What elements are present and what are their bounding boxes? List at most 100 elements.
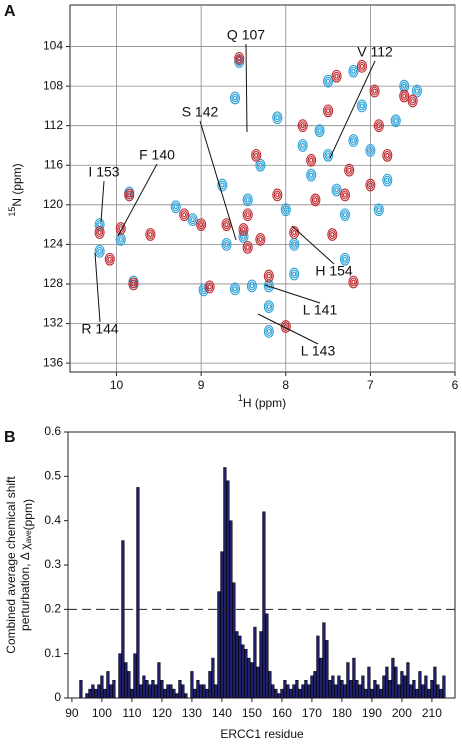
y-tick-label: 116 xyxy=(44,157,63,171)
y-tick-label: 132 xyxy=(43,316,63,330)
peak xyxy=(251,148,262,162)
bar xyxy=(130,688,134,699)
bar xyxy=(166,684,170,699)
bar xyxy=(424,675,428,699)
peak xyxy=(128,277,139,291)
bar xyxy=(85,693,89,699)
peak xyxy=(365,144,376,157)
bar xyxy=(433,666,437,699)
contour xyxy=(232,95,238,101)
annotation: V 112 xyxy=(357,44,393,60)
contour xyxy=(265,271,273,281)
peak xyxy=(390,114,401,128)
annotation: S 142 xyxy=(182,104,219,120)
bar xyxy=(232,582,236,699)
contour xyxy=(328,230,336,239)
bar xyxy=(148,684,152,699)
peak xyxy=(246,279,257,293)
contour xyxy=(117,234,125,244)
contour xyxy=(307,155,315,165)
bar xyxy=(349,680,353,699)
bar xyxy=(127,671,131,699)
contour xyxy=(323,104,334,118)
contour xyxy=(414,88,419,94)
peak xyxy=(314,124,325,138)
contour xyxy=(324,76,332,86)
peak xyxy=(229,282,241,296)
peak xyxy=(365,178,376,192)
bar xyxy=(181,684,185,699)
contour xyxy=(411,84,422,98)
contour xyxy=(345,165,353,175)
contour xyxy=(245,244,250,250)
contour xyxy=(290,269,298,279)
bar xyxy=(193,688,197,699)
bar xyxy=(199,684,203,699)
y-tick-label: 124 xyxy=(43,237,63,251)
bar xyxy=(409,684,413,699)
bar xyxy=(142,675,146,699)
contour xyxy=(275,192,280,198)
y-axis-label-text: perturbation, Δ χ xyxy=(18,543,32,631)
peak xyxy=(310,193,321,207)
bar xyxy=(307,684,311,699)
contour xyxy=(129,279,138,289)
bar xyxy=(244,648,248,699)
contour xyxy=(342,212,348,218)
peak xyxy=(263,325,274,338)
x-tick-label: 180 xyxy=(332,706,352,720)
contour xyxy=(275,115,280,121)
contour xyxy=(359,63,364,69)
contour xyxy=(238,230,249,243)
contour xyxy=(231,284,239,294)
y-tick-label: 136 xyxy=(43,355,63,369)
contour xyxy=(280,203,291,217)
contour xyxy=(339,188,351,202)
annotation: L 143 xyxy=(301,343,336,359)
bar xyxy=(316,635,320,699)
contour xyxy=(239,225,248,235)
peak xyxy=(356,99,367,113)
bar xyxy=(250,662,254,699)
contour xyxy=(148,231,153,237)
contour xyxy=(280,320,291,333)
contour xyxy=(385,177,390,183)
contour xyxy=(330,231,335,237)
contour xyxy=(96,228,104,237)
contour xyxy=(326,78,331,84)
contour xyxy=(266,273,271,279)
contour xyxy=(289,267,300,281)
contour xyxy=(368,182,373,188)
x-tick-label: 190 xyxy=(362,706,382,720)
peak xyxy=(242,193,253,207)
bar xyxy=(178,680,182,699)
contour xyxy=(332,71,341,81)
bar xyxy=(79,680,83,699)
contour xyxy=(255,158,266,172)
contour xyxy=(349,66,358,76)
peak xyxy=(339,252,351,266)
bar xyxy=(382,675,386,699)
peak xyxy=(115,233,126,246)
bar xyxy=(388,680,392,699)
contour xyxy=(199,222,204,228)
contour xyxy=(324,106,332,116)
contour xyxy=(342,256,348,262)
bar xyxy=(292,684,296,699)
peak xyxy=(263,300,274,314)
contour xyxy=(244,210,252,220)
peak xyxy=(323,104,334,118)
contour xyxy=(224,241,229,247)
peak xyxy=(297,119,308,133)
contour xyxy=(342,192,348,198)
y-axis-label-unit: (ppm) xyxy=(21,499,35,530)
contour xyxy=(266,304,271,310)
contour xyxy=(220,182,225,188)
contour xyxy=(358,101,366,111)
contour xyxy=(115,233,126,246)
x-tick-label: 90 xyxy=(65,706,79,720)
bar xyxy=(112,680,116,699)
bar xyxy=(370,688,374,699)
y-tick-label: 0.5 xyxy=(44,469,61,483)
contour xyxy=(234,54,245,68)
